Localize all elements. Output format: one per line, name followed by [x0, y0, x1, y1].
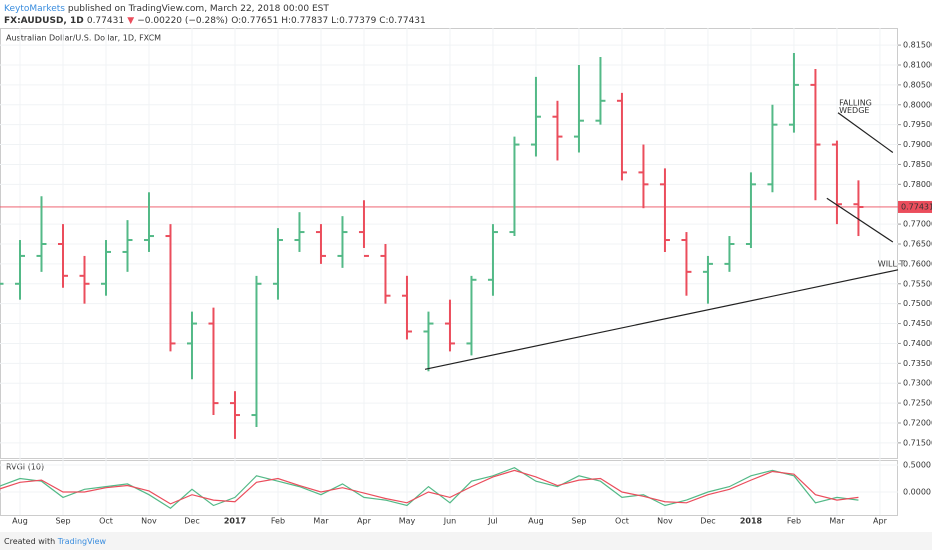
rvgi-line: [0, 469, 859, 505]
symbol-line: FX:AUDUSD, 1D 0.77431 ▼ −0.00220 (−0.28%…: [4, 16, 426, 26]
x-tick-label: Apr: [357, 517, 372, 526]
x-tick-label: Mar: [313, 517, 329, 526]
x-tick-label: Oct: [615, 517, 629, 526]
change: −0.00220 (−0.28%): [137, 16, 228, 26]
x-tick-label: Nov: [141, 517, 157, 526]
x-tick-label: 2018: [740, 517, 763, 526]
x-tick-label: Oct: [99, 517, 113, 526]
x-tick-label: Dec: [184, 517, 199, 526]
trendline: [424, 269, 899, 370]
x-tick-label: Sep: [55, 517, 70, 526]
x-tick-label: Apr: [873, 517, 888, 526]
annotation: FALLING: [839, 98, 872, 107]
plot: Aug Sep Oct Nov Dec 2017 Feb Mar Apr May Jun Jul Aug…: [0, 28, 932, 526]
arrow: ▼: [127, 16, 134, 26]
x-tick-label: Aug: [528, 517, 544, 526]
created: Created with: [4, 537, 55, 546]
ohlc: O:0.77651 H:0.77837 L:0.77379 C:0.77431: [231, 16, 426, 26]
y-tick-label: 0.0000: [903, 488, 931, 497]
price-label: 0.77431: [901, 202, 932, 211]
x-tick-label: Jun: [443, 517, 457, 526]
annotation: WILL T: [878, 259, 905, 268]
y-tick-label: 0.5000: [903, 461, 931, 470]
rvgi-pane: [0, 460, 898, 516]
annotation: WEDGE: [839, 106, 869, 115]
rvgi-line: [0, 467, 859, 509]
symbol: FX:AUDUSD, 1D: [4, 16, 84, 26]
x-tick-label: Jul: [487, 517, 498, 526]
x-tick-label: 2017: [224, 517, 246, 526]
x-tick-label: Nov: [657, 517, 673, 526]
x-tick-label: Feb: [787, 517, 801, 526]
trendline: [826, 197, 894, 243]
brand[interactable]: TradingView: [57, 537, 107, 546]
footer: Created with TradingView: [4, 537, 107, 546]
x-tick-label: Sep: [571, 517, 586, 526]
rvgi-title: RVGI (10): [6, 463, 44, 472]
author[interactable]: KeytoMarkets: [4, 4, 65, 14]
x-tick-label: May: [399, 517, 416, 526]
price-label-box: [898, 200, 932, 213]
main-title: Australian Dollar/U.S. Dollar, 1D, FXCM: [6, 34, 161, 43]
footer-bar: [0, 532, 932, 550]
x-tick-label: Dec: [700, 517, 715, 526]
x-tick-label: Feb: [271, 517, 285, 526]
x-tick-label: Aug: [12, 517, 28, 526]
published: published on TradingView.com, March 22, …: [68, 4, 329, 14]
last: 0.77431: [87, 16, 124, 26]
trendline: [837, 112, 894, 153]
x-tick-label: Mar: [829, 517, 845, 526]
header-line: KeytoMarkets published on TradingView.co…: [4, 4, 329, 14]
